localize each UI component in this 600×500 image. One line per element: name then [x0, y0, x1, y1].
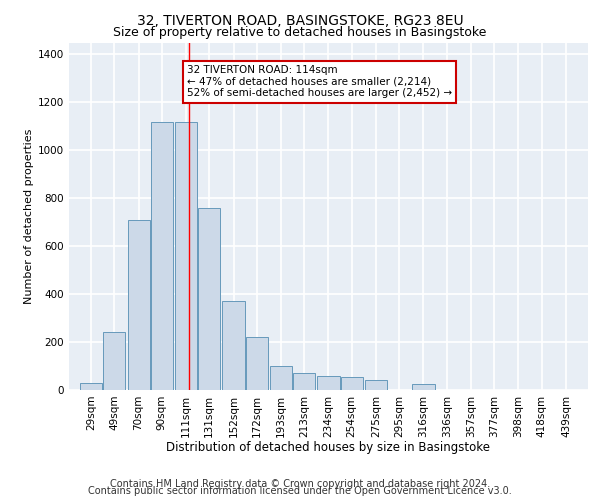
Y-axis label: Number of detached properties: Number of detached properties — [24, 128, 34, 304]
Text: 32, TIVERTON ROAD, BASINGSTOKE, RG23 8EU: 32, TIVERTON ROAD, BASINGSTOKE, RG23 8EU — [137, 14, 463, 28]
Bar — [151, 122, 173, 390]
Text: Contains HM Land Registry data © Crown copyright and database right 2024.: Contains HM Land Registry data © Crown c… — [110, 479, 490, 489]
Bar — [317, 376, 340, 390]
Bar — [412, 384, 434, 390]
Bar — [293, 373, 315, 390]
Bar — [365, 380, 387, 390]
Bar — [80, 383, 102, 390]
Bar — [223, 302, 245, 390]
Bar — [175, 122, 197, 390]
Bar — [245, 338, 268, 390]
X-axis label: Distribution of detached houses by size in Basingstoke: Distribution of detached houses by size … — [167, 441, 491, 454]
Text: 32 TIVERTON ROAD: 114sqm
← 47% of detached houses are smaller (2,214)
52% of sem: 32 TIVERTON ROAD: 114sqm ← 47% of detach… — [187, 66, 452, 98]
Bar — [128, 220, 149, 390]
Bar — [341, 377, 362, 390]
Text: Size of property relative to detached houses in Basingstoke: Size of property relative to detached ho… — [113, 26, 487, 39]
Bar — [198, 208, 220, 390]
Bar — [270, 366, 292, 390]
Bar — [103, 332, 125, 390]
Text: Contains public sector information licensed under the Open Government Licence v3: Contains public sector information licen… — [88, 486, 512, 496]
